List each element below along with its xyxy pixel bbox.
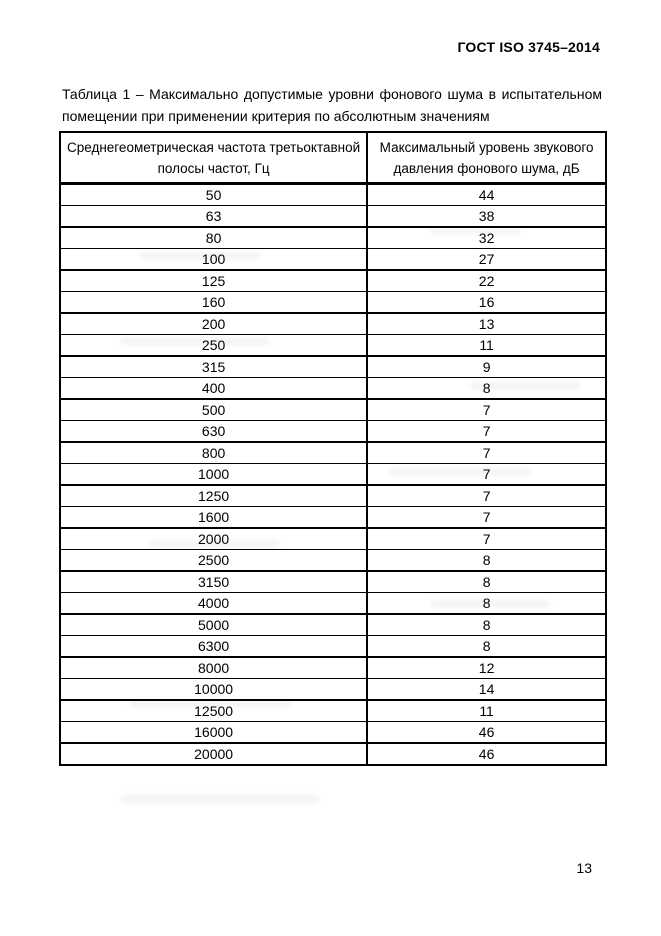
table-row: 80 32 bbox=[60, 227, 606, 249]
frequency-cell: 1250 bbox=[60, 485, 369, 507]
table-row: 315 9 bbox=[60, 356, 606, 378]
frequency-cell: 16000 bbox=[60, 721, 369, 744]
frequency-cell: 3150 bbox=[60, 571, 369, 593]
table-row: 2000 7 bbox=[60, 528, 606, 550]
level-cell: 46 bbox=[367, 743, 606, 766]
frequency-cell: 2500 bbox=[60, 549, 369, 572]
level-cell: 22 bbox=[367, 270, 606, 292]
document-standard-title: ГОСТ ISO 3745–2014 bbox=[457, 39, 600, 55]
frequency-cell: 63 bbox=[60, 205, 369, 228]
level-cell: 7 bbox=[367, 506, 606, 529]
level-cell: 46 bbox=[367, 721, 606, 744]
level-cell: 7 bbox=[367, 528, 606, 550]
level-cell: 9 bbox=[367, 356, 606, 378]
table-row: 630 7 bbox=[60, 420, 606, 443]
frequency-cell: 5000 bbox=[60, 614, 369, 636]
column-header-level-line2: давления фонового шума, дБ bbox=[393, 161, 580, 176]
table-row: 100 27 bbox=[60, 248, 606, 271]
frequency-cell: 50 bbox=[60, 183, 369, 206]
level-cell: 38 bbox=[367, 205, 606, 228]
page-number: 13 bbox=[576, 860, 592, 876]
column-header-level-line1: Максимальный уровень звукового bbox=[379, 140, 594, 155]
level-cell: 12 bbox=[367, 657, 606, 679]
level-cell: 32 bbox=[367, 227, 606, 249]
table-caption-line1: Таблица 1 – Максимально допустимые уровн… bbox=[62, 86, 602, 102]
level-cell: 11 bbox=[367, 700, 606, 722]
table-row: 400 8 bbox=[60, 377, 606, 400]
frequency-cell: 630 bbox=[60, 420, 369, 443]
level-cell: 7 bbox=[367, 399, 606, 421]
frequency-cell: 800 bbox=[60, 442, 369, 464]
level-cell: 11 bbox=[367, 334, 606, 357]
frequency-cell: 500 bbox=[60, 399, 369, 421]
column-header-frequency-line1: Среднегеометрическая частота третьоктавн… bbox=[67, 140, 361, 155]
table-row: 250 11 bbox=[60, 334, 606, 357]
frequency-cell: 400 bbox=[60, 377, 369, 400]
frequency-cell: 160 bbox=[60, 291, 369, 314]
table-row: 16000 46 bbox=[60, 721, 606, 744]
table-row: 63 38 bbox=[60, 205, 606, 228]
table-row: 160 16 bbox=[60, 291, 606, 314]
level-cell: 7 bbox=[367, 420, 606, 443]
frequency-cell: 2000 bbox=[60, 528, 369, 550]
level-cell: 14 bbox=[367, 678, 606, 701]
table-row: 50 44 bbox=[60, 183, 606, 206]
column-header-frequency-line2: полосы частот, Гц bbox=[157, 161, 270, 176]
table-header-row: Среднегеометрическая частота третьоктавн… bbox=[60, 132, 606, 185]
level-cell: 7 bbox=[367, 485, 606, 507]
background-noise-table: Среднегеометрическая частота третьоктавн… bbox=[59, 131, 607, 766]
level-cell: 8 bbox=[367, 635, 606, 658]
table-row: 10000 14 bbox=[60, 678, 606, 701]
table-row: 20000 46 bbox=[60, 743, 606, 766]
frequency-cell: 200 bbox=[60, 313, 369, 335]
frequency-cell: 12500 bbox=[60, 700, 369, 722]
table-row: 2500 8 bbox=[60, 549, 606, 572]
table-row: 500 7 bbox=[60, 399, 606, 421]
frequency-cell: 80 bbox=[60, 227, 369, 249]
table-row: 8000 12 bbox=[60, 657, 606, 679]
frequency-cell: 125 bbox=[60, 270, 369, 292]
frequency-cell: 4000 bbox=[60, 592, 369, 615]
level-cell: 27 bbox=[367, 248, 606, 271]
level-cell: 13 bbox=[367, 313, 606, 335]
level-cell: 7 bbox=[367, 463, 606, 486]
table-row: 800 7 bbox=[60, 442, 606, 464]
level-cell: 8 bbox=[367, 549, 606, 572]
table-row: 1000 7 bbox=[60, 463, 606, 486]
frequency-cell: 20000 bbox=[60, 743, 369, 766]
table-row: 1600 7 bbox=[60, 506, 606, 529]
table-caption: Таблица 1 – Максимально допустимые уровн… bbox=[62, 83, 602, 127]
level-cell: 8 bbox=[367, 377, 606, 400]
table-row: 200 13 bbox=[60, 313, 606, 335]
table-caption-line2: помещении при применении критерия по абс… bbox=[62, 108, 490, 124]
table-row: 12500 11 bbox=[60, 700, 606, 722]
frequency-cell: 1600 bbox=[60, 506, 369, 529]
frequency-cell: 10000 bbox=[60, 678, 369, 701]
table-row: 4000 8 bbox=[60, 592, 606, 615]
table-row: 6300 8 bbox=[60, 635, 606, 658]
column-header-level: Максимальный уровень звукового давления … bbox=[367, 132, 606, 185]
level-cell: 7 bbox=[367, 442, 606, 464]
table-row: 5000 8 bbox=[60, 614, 606, 636]
scan-artifact bbox=[120, 795, 320, 803]
level-cell: 8 bbox=[367, 571, 606, 593]
level-cell: 8 bbox=[367, 592, 606, 615]
frequency-cell: 8000 bbox=[60, 657, 369, 679]
frequency-cell: 100 bbox=[60, 248, 369, 271]
column-header-frequency: Среднегеометрическая частота третьоктавн… bbox=[60, 132, 369, 185]
table-row: 1250 7 bbox=[60, 485, 606, 507]
level-cell: 8 bbox=[367, 614, 606, 636]
level-cell: 16 bbox=[367, 291, 606, 314]
frequency-cell: 315 bbox=[60, 356, 369, 378]
table-row: 125 22 bbox=[60, 270, 606, 292]
table-row: 3150 8 bbox=[60, 571, 606, 593]
level-cell: 44 bbox=[367, 183, 606, 206]
frequency-cell: 6300 bbox=[60, 635, 369, 658]
frequency-cell: 250 bbox=[60, 334, 369, 357]
frequency-cell: 1000 bbox=[60, 463, 369, 486]
